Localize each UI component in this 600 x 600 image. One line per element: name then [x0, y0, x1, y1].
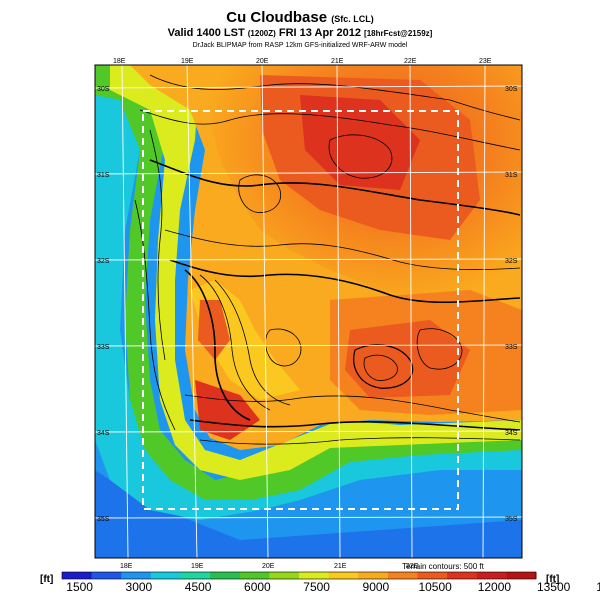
- green-belt: [95, 65, 522, 500]
- colorbar-unit-right: [ft]: [546, 574, 560, 585]
- east-core: [345, 320, 470, 398]
- colorbar-tick-label: 7500: [303, 580, 330, 594]
- map-field: [95, 65, 522, 558]
- lat-label: 33S: [505, 344, 518, 351]
- colorbar: [61, 571, 537, 580]
- colorbar-tick-label: 4500: [184, 580, 212, 594]
- colorbar-swatch: [180, 572, 211, 579]
- colorbar-tick-label: 15000: [596, 580, 600, 594]
- colorbar-swatch: [387, 572, 418, 579]
- valid-date: FRI 13 Apr 2012: [278, 27, 361, 39]
- title-qualifier: (Sfc. LCL): [331, 14, 374, 24]
- lon-label: 18E: [113, 58, 126, 65]
- colorbar-tick-label: 10500: [418, 580, 452, 594]
- lon-label: 20E: [256, 58, 269, 65]
- colorbar-border: [61, 571, 537, 580]
- lat-label: 30S: [97, 86, 110, 93]
- title-main: Cu Cloudbase: [226, 9, 328, 26]
- colorbar-ticks: 1500 3000 4500 6000 7500 9000 10500 12000 13500 1…: [62, 580, 600, 594]
- lon-label: 23E: [479, 58, 492, 65]
- colorbar-swatch: [91, 572, 122, 579]
- colorbar-tick-label: 3000: [125, 580, 153, 594]
- colorbar-swatch: [476, 572, 507, 579]
- lat-label: 33S: [97, 344, 110, 351]
- colorbar-tick-label: 13500: [536, 580, 571, 594]
- valid-time: Valid 1400 LST (1200Z) FRI 13 Apr 2012 […: [0, 27, 600, 39]
- lon-label: 18E: [120, 563, 133, 570]
- inner-domain-box: [142, 110, 459, 510]
- lat-labels-left: 30S 31S 32S 33S 34S 35S: [97, 86, 110, 523]
- colorbar-swatch: [210, 572, 241, 579]
- colorbar-swatch: [299, 572, 330, 579]
- colorbar-swatch: [269, 572, 300, 579]
- lon-label: 20E: [262, 563, 275, 570]
- valid-time-local: Valid 1400 LST: [167, 27, 245, 39]
- lon-labels-top: 18E 19E 20E 21E 22E 23E: [113, 58, 492, 65]
- lat-label: 31S: [97, 172, 110, 179]
- colorbar-tick-label: 9000: [362, 580, 390, 594]
- graticule: [94, 64, 523, 559]
- lon-label: 22E: [406, 563, 419, 570]
- map-frame: [94, 64, 523, 559]
- lat-label: 35S: [505, 516, 518, 523]
- colorbar-tick-label: 6000: [244, 580, 271, 594]
- lat-label: 31S: [505, 172, 518, 179]
- lon-label: 21E: [334, 563, 347, 570]
- colorbar-swatch: [62, 572, 93, 579]
- colorbar-tick-label: 12000: [477, 580, 512, 594]
- lon-labels-bottom: 18E 19E 20E 21E 22E: [120, 563, 419, 570]
- lat-label: 35S: [97, 516, 110, 523]
- colorbar-swatch: [328, 572, 359, 579]
- terrain-contours: [134, 74, 521, 445]
- colorbar-swatch: [239, 572, 270, 579]
- colorbar-swatch: [417, 572, 448, 579]
- colorbar-swatch: [447, 572, 478, 579]
- lat-label: 32S: [97, 258, 110, 265]
- lat-label: 32S: [505, 258, 518, 265]
- forecast-info: [18hrFcst@2159z]: [364, 29, 433, 38]
- lon-label: 19E: [191, 563, 204, 570]
- ocean-deep: [95, 470, 522, 558]
- lon-label: 21E: [331, 58, 344, 65]
- colorbar-swatch: [150, 572, 181, 579]
- contour-note: Terrain contours: 500 ft: [402, 562, 484, 571]
- valid-time-utc: (1200Z): [247, 29, 276, 38]
- colorbar-unit-left: [ft]: [40, 574, 54, 585]
- chart-title: Cu Cloudbase (Sfc. LCL): [0, 9, 600, 26]
- colorbar-swatch: [358, 572, 389, 579]
- lon-label: 19E: [181, 58, 194, 65]
- lat-labels-right: 30S 31S 32S 33S 34S 35S: [505, 86, 518, 523]
- lat-label: 34S: [97, 430, 110, 437]
- lat-label: 30S: [505, 86, 518, 93]
- colorbar-swatch: [121, 572, 152, 579]
- colorbar-swatch: [506, 572, 537, 579]
- model-source: DrJack BLIPMAP from RASP 12km GFS-initia…: [192, 42, 408, 49]
- lon-label: 22E: [404, 58, 417, 65]
- colorbar-tick-label: 1500: [66, 580, 93, 594]
- lat-label: 34S: [505, 430, 518, 437]
